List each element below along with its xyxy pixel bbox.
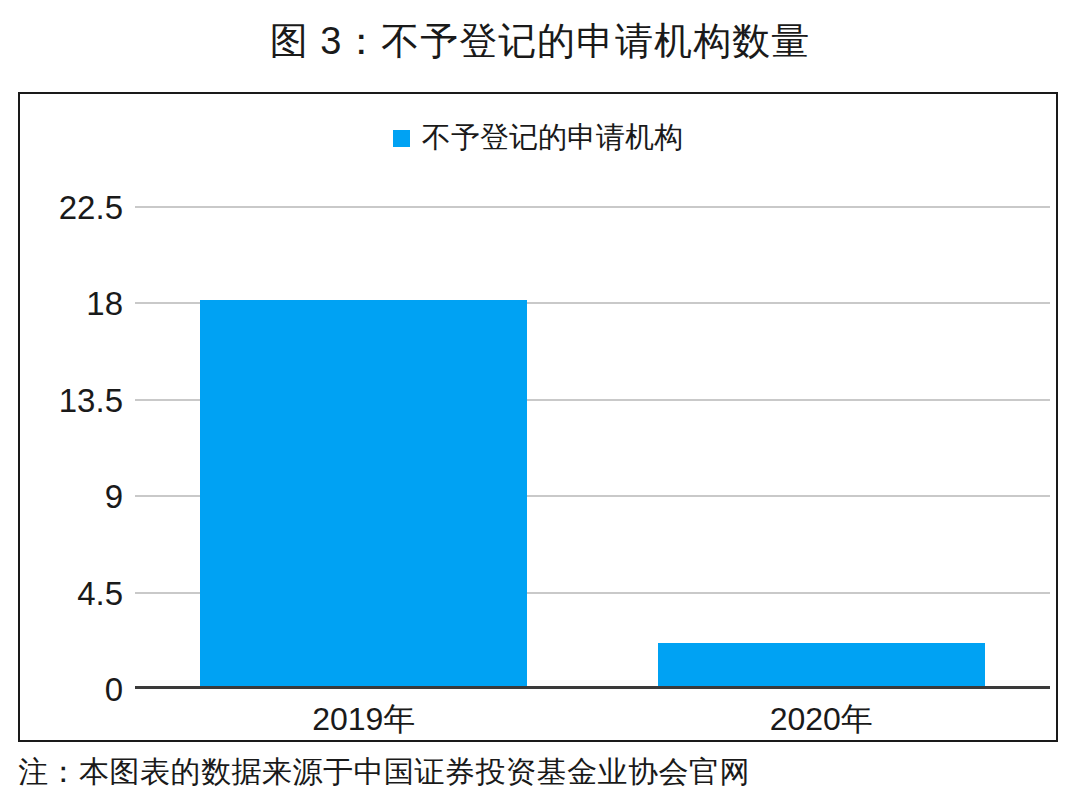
y-tick-label-13.5: 13.5 — [59, 383, 123, 416]
chart-container: 不予登记的申请机构 0 4.5 9 13.5 18 22.5 2019年2020年 — [18, 92, 1058, 742]
y-tick-label-9: 9 — [105, 480, 123, 513]
x-axis: 2019年2020年 — [135, 697, 1050, 743]
gridline-22.5 — [135, 206, 1050, 208]
source-note: 注：本图表的数据来源于中国证券投资基金业协会官网 — [18, 752, 750, 793]
bar-2019年 — [200, 300, 527, 686]
plot-area — [135, 207, 1050, 689]
bar-2020年 — [658, 643, 985, 686]
legend-label: 不予登记的申请机构 — [422, 118, 683, 158]
y-axis: 04.5913.51822.5 — [20, 207, 123, 689]
y-tick-label-0: 0 — [105, 673, 123, 706]
chart-title: 图 3：不予登记的申请机构数量 — [0, 16, 1080, 67]
y-tick-label-22.5: 22.5 — [59, 191, 123, 224]
x-label-2019年: 2019年 — [135, 698, 593, 742]
x-label-2020年: 2020年 — [593, 698, 1051, 742]
legend: 不予登记的申请机构 — [20, 118, 1056, 158]
y-tick-label-18: 18 — [86, 287, 123, 320]
legend-swatch-icon — [393, 130, 410, 147]
y-tick-label-4.5: 4.5 — [77, 576, 123, 609]
